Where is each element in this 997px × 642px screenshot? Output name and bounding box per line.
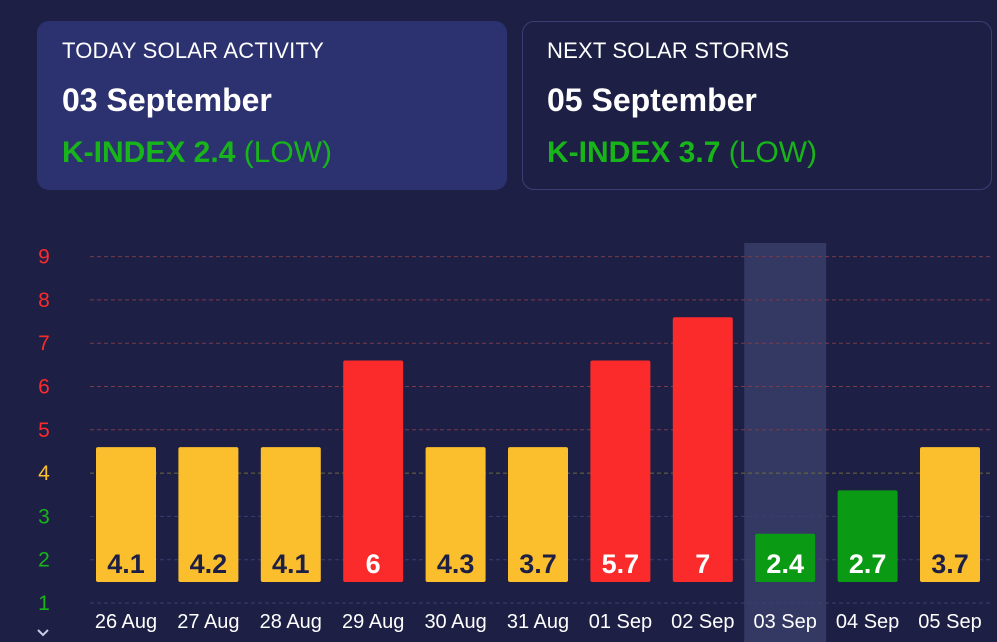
y-tick-label: 6 <box>38 376 50 399</box>
y-tick-label: 5 <box>38 419 50 442</box>
bar <box>178 447 239 582</box>
x-tick-label: 01 Sep <box>589 611 652 633</box>
x-tick-label: 02 Sep <box>671 611 734 633</box>
bar <box>590 360 651 582</box>
bar-value-label: 4.1 <box>272 549 310 579</box>
bar-value-label: 4.3 <box>437 549 475 579</box>
bar-value-label: 2.4 <box>766 549 804 579</box>
x-tick-label: 05 Sep <box>918 611 981 633</box>
bar <box>755 533 816 582</box>
today-card-label: TODAY SOLAR ACTIVITY <box>62 38 324 63</box>
x-tick-label: 26 Aug <box>95 611 157 633</box>
today-card-date: 03 September <box>62 82 272 118</box>
bar-value-label: 6 <box>366 549 381 579</box>
bar-value-label: 3.7 <box>931 549 969 579</box>
bar-value-label: 5.7 <box>602 549 640 579</box>
next-storm-card: NEXT SOLAR STORMS 05 September K-INDEX 3… <box>522 21 992 190</box>
y-tick-label: 8 <box>38 289 50 312</box>
bar <box>425 447 486 582</box>
next-kindex: K-INDEX 3.7 (LOW) <box>547 136 967 170</box>
y-tick-label: 2 <box>38 549 50 572</box>
x-tick-label: 27 Aug <box>177 611 239 633</box>
bar-value-label: 4.2 <box>190 549 228 579</box>
x-tick-label: 28 Aug <box>260 611 322 633</box>
x-tick-label: 30 Aug <box>424 611 486 633</box>
x-tick-label: 03 Sep <box>754 611 817 633</box>
today-kindex-value: K-INDEX 2.4 <box>62 136 236 169</box>
next-kindex-level: (LOW) <box>728 136 818 169</box>
x-tick-label: 29 Aug <box>342 611 404 633</box>
bar-value-label: 4.1 <box>107 549 145 579</box>
bar <box>837 490 898 582</box>
next-kindex-value: K-INDEX 3.7 <box>547 136 721 169</box>
bar <box>920 447 980 582</box>
y-tick-label: 9 <box>38 246 50 269</box>
today-kindex-level: (LOW) <box>243 136 333 169</box>
bar <box>672 317 733 582</box>
highlight-column <box>744 243 827 642</box>
next-card-date: 05 September <box>547 82 757 118</box>
bar-value-label: 2.7 <box>849 549 887 579</box>
bar <box>508 447 568 582</box>
next-card-label: NEXT SOLAR STORMS <box>547 38 790 63</box>
bar-value-label: 7 <box>695 549 710 579</box>
today-activity-card: TODAY SOLAR ACTIVITY 03 September K-INDE… <box>37 21 507 190</box>
today-kindex: K-INDEX 2.4 (LOW) <box>62 136 482 170</box>
y-tick-label: 3 <box>38 505 50 528</box>
chevron-down-icon[interactable] <box>36 628 50 638</box>
bar <box>343 360 404 582</box>
x-tick-label: 31 Aug <box>507 611 569 633</box>
y-tick-label: 7 <box>38 332 50 355</box>
bar-value-label: 3.7 <box>519 549 557 579</box>
bar <box>260 447 321 582</box>
bar <box>96 447 156 582</box>
y-tick-label: 4 <box>38 462 50 485</box>
y-tick-label: 1 <box>38 592 50 615</box>
x-tick-label: 04 Sep <box>836 611 899 633</box>
